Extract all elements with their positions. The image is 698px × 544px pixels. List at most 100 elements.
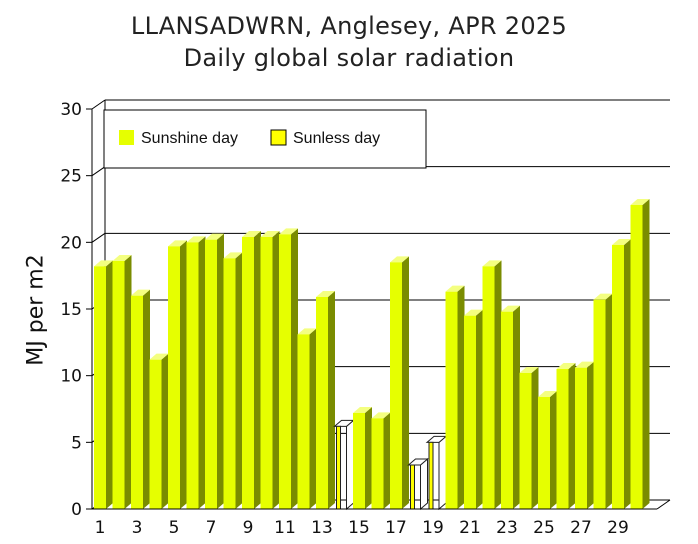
x-tick-label: 19 [422, 518, 444, 538]
bar-top [131, 289, 150, 296]
bar-front [279, 234, 291, 510]
bar-side [476, 309, 483, 509]
bar-sunshine-day [464, 309, 483, 509]
bar-front [316, 297, 328, 509]
bar-side [365, 407, 372, 509]
bar-side [346, 419, 354, 511]
bar-side [198, 236, 206, 510]
bar-sunshine-day [94, 260, 113, 509]
bars [94, 199, 650, 511]
legend-label-sunless: Sunless day [293, 130, 380, 147]
bar-top [186, 236, 206, 243]
bar-front [353, 413, 365, 509]
x-tick-label: 27 [570, 518, 592, 538]
bar-sunshine-day [131, 289, 150, 509]
bar-front [242, 237, 254, 509]
bar-top [316, 291, 335, 297]
bar-top [242, 231, 261, 237]
x-tick-label: 11 [274, 518, 296, 538]
bar-sunshine-day [223, 252, 243, 510]
bar-side [568, 363, 576, 509]
chart-title: LLANSADWRN, Anglesey, APR 2025 [130, 12, 568, 40]
bar-top [390, 256, 409, 263]
bar-sunshine-day [501, 305, 520, 509]
bar-front [593, 299, 606, 509]
bar-front [464, 315, 476, 509]
bar-front [260, 237, 273, 509]
bar-front [112, 261, 125, 509]
x-tick-label: 23 [496, 518, 518, 538]
x-tick-label: 21 [459, 518, 481, 538]
bar-top [223, 252, 243, 259]
bar-sunshine-day [538, 391, 557, 509]
bar-front [297, 334, 310, 509]
bar-sunshine-day [390, 256, 409, 509]
bar-top [94, 260, 113, 267]
bar-side [513, 305, 520, 509]
bar-front [186, 242, 199, 510]
bar-side [217, 233, 224, 509]
legend-label-sunshine: Sunshine day [141, 130, 238, 147]
bar-sunshine-day [519, 367, 539, 509]
bar-top [353, 407, 372, 413]
bar-side [106, 260, 113, 509]
bar-front [94, 266, 106, 509]
bar-front [612, 245, 624, 509]
bar-front [501, 311, 513, 509]
bar-top [630, 199, 650, 205]
bar-side [550, 391, 557, 509]
bar-top [538, 391, 557, 397]
x-tick-label: 17 [385, 518, 407, 538]
bar-side [605, 293, 613, 509]
bar-side [531, 367, 539, 509]
bar-top [575, 361, 594, 368]
bar-front [390, 262, 402, 509]
x-tick-label: 13 [311, 518, 333, 538]
bar-side [494, 260, 502, 509]
bar-sunless-day [407, 457, 429, 511]
bar-top [407, 458, 429, 466]
x-tick-label: 3 [132, 518, 143, 538]
bar-sunshine-day [242, 231, 261, 509]
bar-top [593, 293, 613, 300]
y-tick-label: 25 [60, 167, 82, 187]
bar-side [124, 255, 132, 509]
bar-front [575, 367, 587, 509]
left-wall-diagonal-25 [91, 166, 106, 177]
bar-side [161, 353, 169, 509]
bar-sunshine-day [353, 407, 372, 509]
bar-sunshine-day [630, 199, 650, 509]
x-tick-label: 29 [607, 518, 629, 538]
bar-sunshine-day [297, 328, 317, 509]
bar-sunshine-day [612, 239, 631, 509]
legend-swatch-sunless [270, 129, 287, 146]
bar-sunshine-day [149, 353, 169, 509]
bar-sunshine-day [168, 240, 187, 510]
bar-sunshine-day [593, 293, 613, 509]
x-tick-label: 7 [206, 518, 217, 538]
bar-top [279, 228, 298, 235]
bar-sunshine-day [371, 412, 391, 509]
bar-sunshine-day [482, 260, 502, 509]
bar-side [254, 231, 261, 509]
y-tick-label: 0 [71, 500, 82, 520]
bar-side [438, 435, 447, 511]
bar-front [445, 291, 458, 509]
bar-top [112, 255, 132, 261]
bar-top [149, 353, 169, 360]
bar-side [291, 228, 298, 510]
x-tick-label: 15 [348, 518, 370, 538]
bar-front [149, 359, 162, 509]
bar-sunless-day [425, 435, 448, 511]
chart-subtitle: Daily global solar radiation [183, 44, 515, 72]
bar-front [482, 266, 495, 509]
bar-sunshine-day [445, 285, 465, 509]
y-tick-label: 20 [60, 233, 82, 253]
x-tick-label: 25 [533, 518, 555, 538]
bar-top [501, 305, 520, 312]
bar-sunshine-day [260, 231, 280, 509]
bar-side [143, 289, 150, 509]
bar-side [235, 252, 243, 510]
legend-swatch-sunshine [119, 130, 134, 145]
